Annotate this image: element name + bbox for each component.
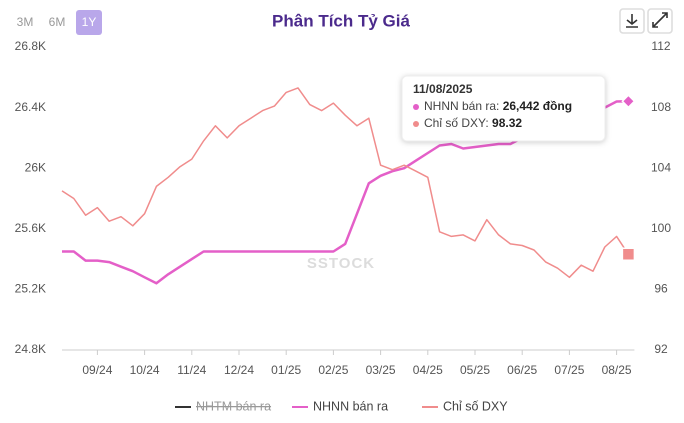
x-tick-label: 03/25 <box>366 363 396 377</box>
x-tick-label: 02/25 <box>318 363 348 377</box>
x-tick-label: 12/24 <box>224 363 254 377</box>
tooltip-label: NHNN bán ra: <box>424 99 499 113</box>
y-tick-label: 25.2K <box>15 282 46 296</box>
hover-point <box>621 94 636 109</box>
range-button[interactable] <box>12 10 38 35</box>
series-line <box>61 87 630 279</box>
range-button[interactable] <box>76 10 102 35</box>
x-tick-label: 08/25 <box>602 363 632 377</box>
y2-tick-label: 112 <box>651 39 670 53</box>
x-tick-label: 05/25 <box>460 363 490 377</box>
y2-tick-label: 96 <box>654 282 668 296</box>
y-tick-label: 26.4K <box>15 100 46 114</box>
hover-point <box>621 247 636 262</box>
x-tick-label: 10/24 <box>130 363 160 377</box>
range-button-label[interactable]: 6M <box>49 15 66 29</box>
tooltip-label: Chỉ số DXY: <box>424 116 489 130</box>
x-tick-label: 04/25 <box>413 363 443 377</box>
legend-label[interactable]: Chỉ số DXY <box>443 399 508 413</box>
y2-tick-label: 104 <box>651 160 671 174</box>
range-button-label[interactable]: 1Y <box>82 15 97 29</box>
fullscreen-icon[interactable] <box>647 8 673 34</box>
x-tick-label: 06/25 <box>507 363 537 377</box>
x-tick-label: 09/24 <box>82 363 112 377</box>
x-tick-label: 07/25 <box>554 363 584 377</box>
x-tick-label: 01/25 <box>271 363 301 377</box>
legend-label[interactable]: NHNN bán ra <box>313 399 388 413</box>
legend-label[interactable]: NHTM bán ra <box>196 399 271 413</box>
y2-tick-label: 108 <box>651 100 671 114</box>
range-button-label[interactable]: 3M <box>17 15 34 29</box>
y2-tick-label: 100 <box>651 221 671 235</box>
tooltip-row: NHNN bán ra: 26,442 đồng <box>424 99 572 113</box>
y-tick-label: 24.8K <box>15 342 46 356</box>
tooltip-box <box>401 75 606 142</box>
watermark: SSTOCK <box>307 255 375 272</box>
tooltip-value: 98.32 <box>492 116 522 130</box>
tooltip-dot <box>413 104 419 110</box>
y2-tick-label: 92 <box>654 342 668 356</box>
y-tick-label: 26K <box>25 160 46 174</box>
x-tick-label: 11/24 <box>177 363 206 377</box>
y-tick-label: 26.8K <box>15 39 46 53</box>
y-tick-label: 25.6K <box>15 221 46 235</box>
tooltip-row: Chỉ số DXY: 98.32 <box>424 116 522 130</box>
range-button[interactable] <box>44 10 70 35</box>
tooltip-dot <box>413 121 419 127</box>
download-icon[interactable] <box>619 8 645 34</box>
tooltip-date: 11/08/2025 <box>413 82 473 96</box>
tooltip-value: 26,442 đồng <box>503 99 572 113</box>
chart-title: Phân Tích Tỷ Giá <box>272 11 410 30</box>
